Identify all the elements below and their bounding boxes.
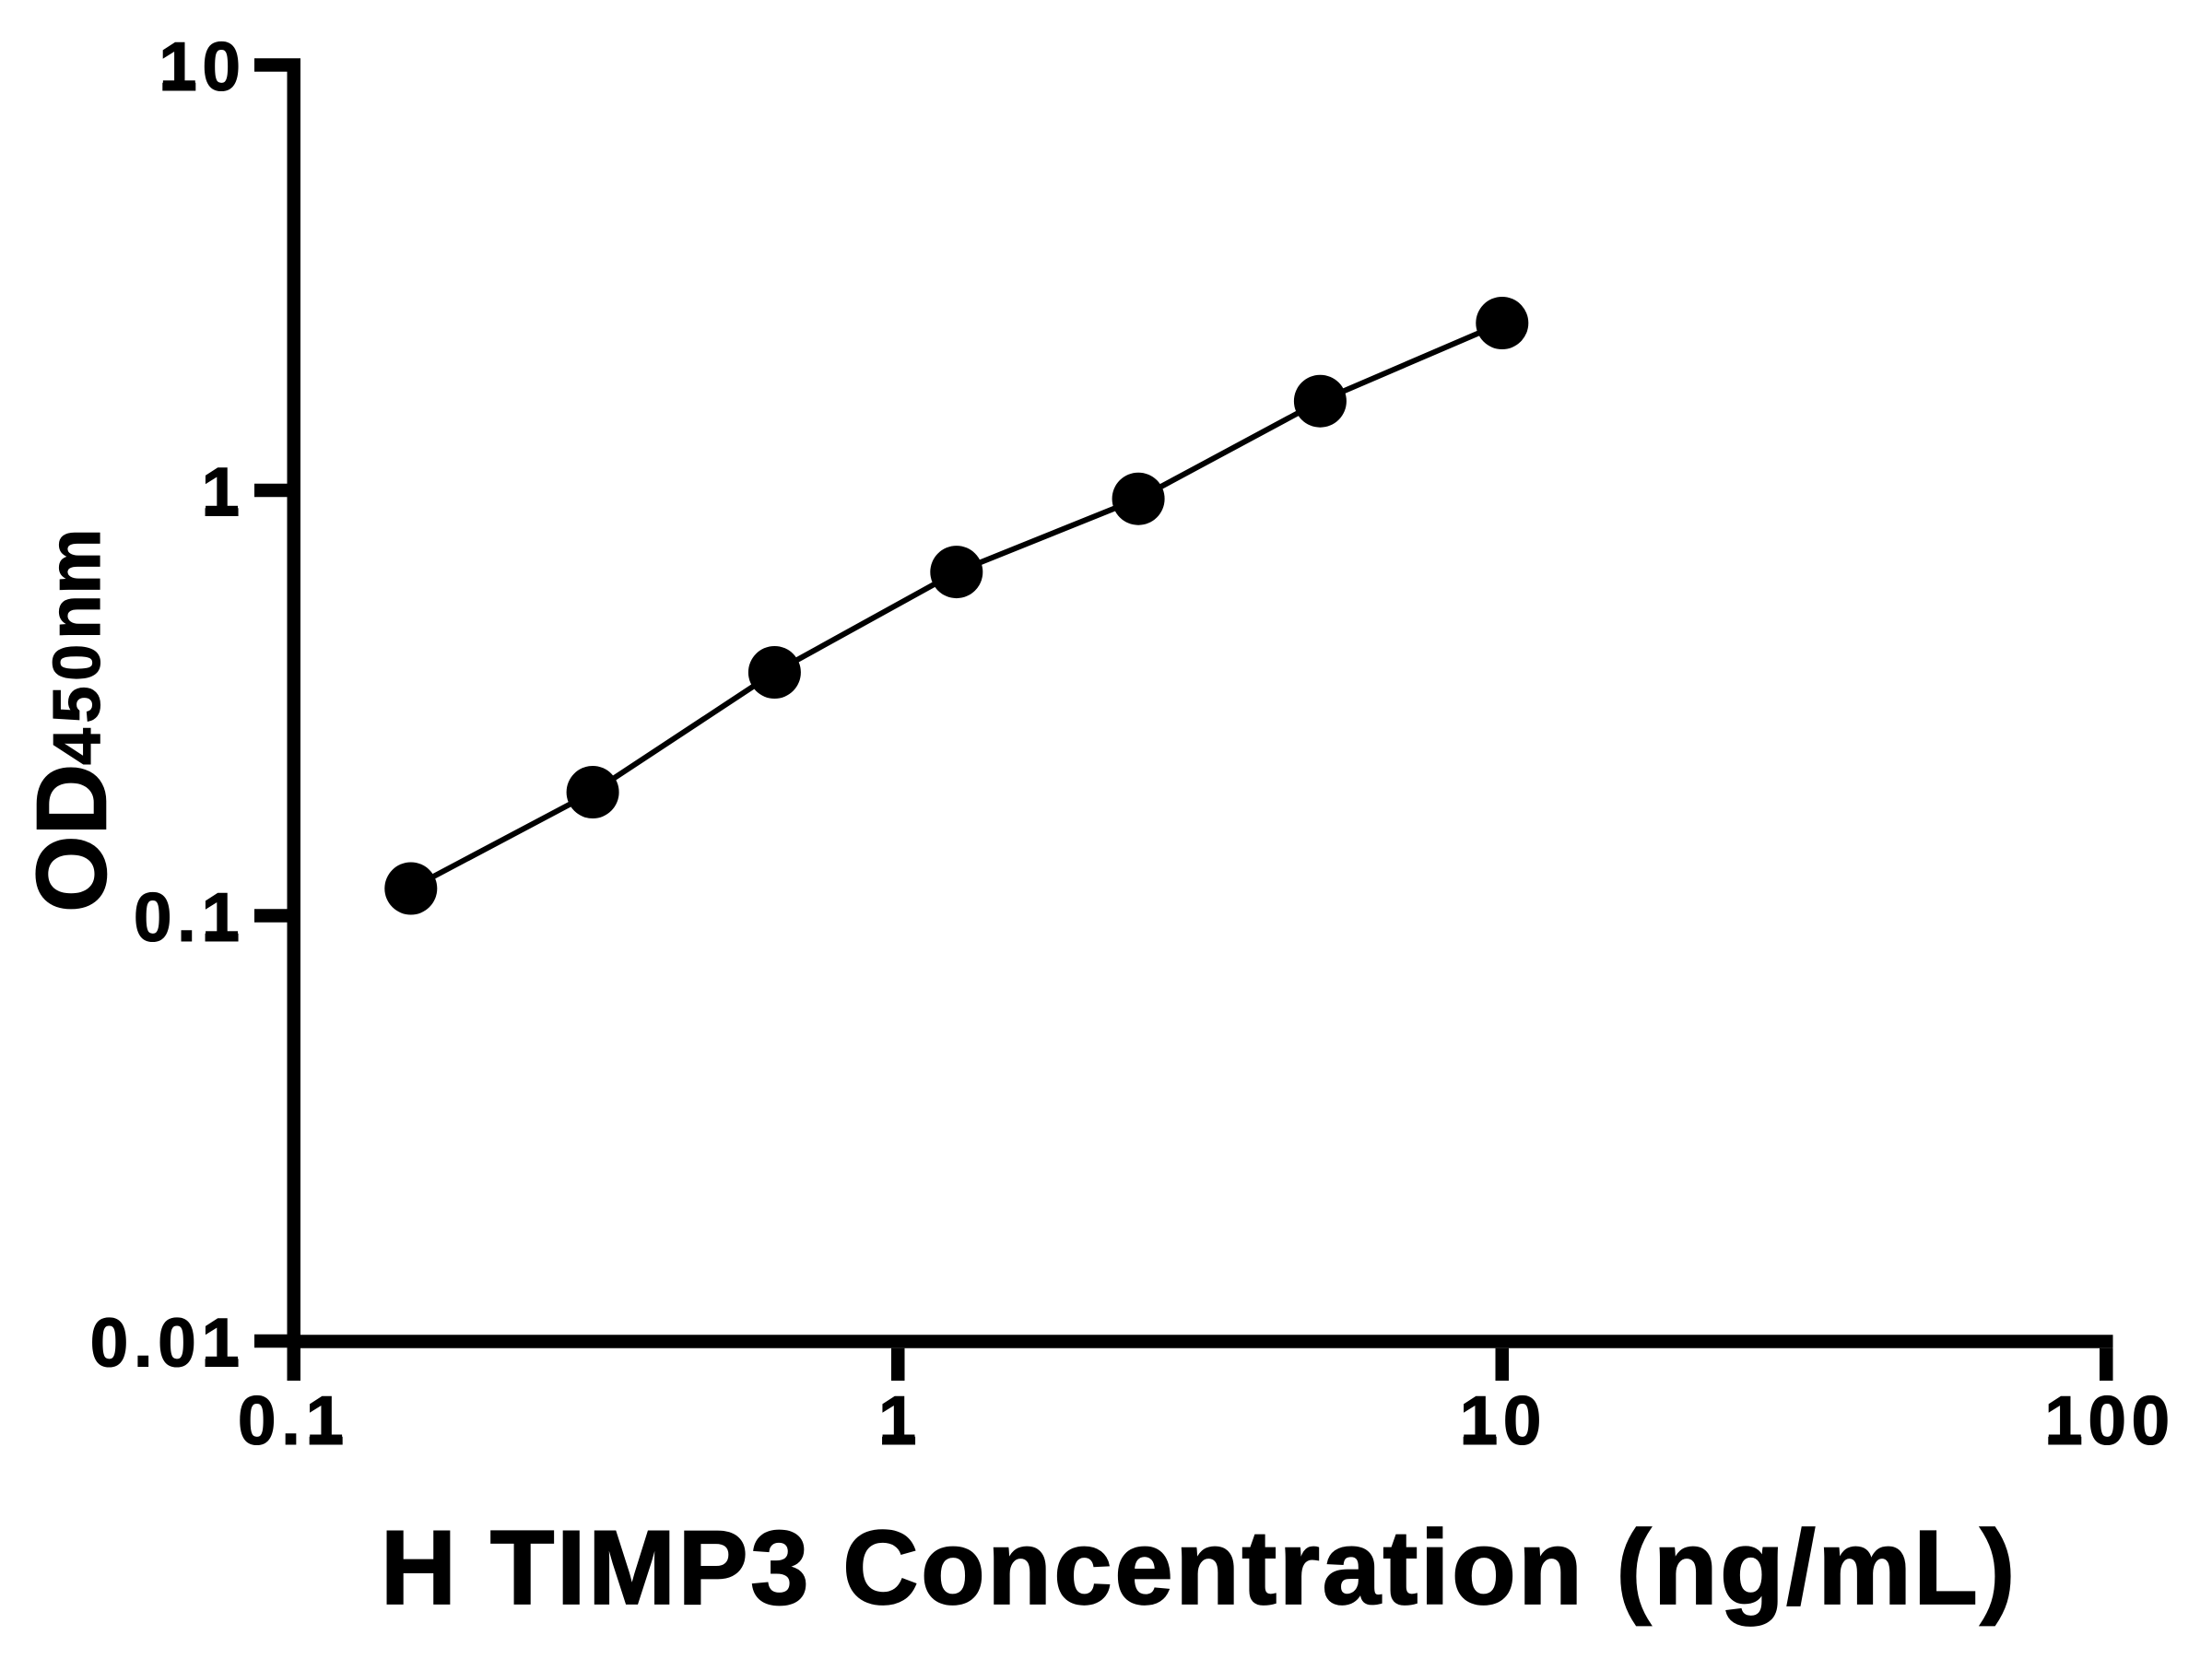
svg-text:10: 10 bbox=[1460, 1382, 1547, 1459]
svg-text:100: 100 bbox=[2044, 1382, 2175, 1459]
svg-text:1: 1 bbox=[878, 1382, 917, 1459]
svg-text:nm: nm bbox=[33, 528, 116, 640]
svg-text:0.01: 0.01 bbox=[90, 1303, 245, 1381]
svg-text:OD: OD bbox=[17, 764, 127, 912]
svg-text:0.1: 0.1 bbox=[134, 878, 245, 956]
svg-text:0.1: 0.1 bbox=[238, 1382, 349, 1459]
svg-text:H TIMP3 Concentration (ng/mL): H TIMP3 Concentration (ng/mL) bbox=[381, 1510, 2018, 1627]
svg-text:10: 10 bbox=[159, 28, 245, 105]
svg-text:1: 1 bbox=[201, 453, 240, 530]
svg-text:450: 450 bbox=[41, 639, 114, 765]
